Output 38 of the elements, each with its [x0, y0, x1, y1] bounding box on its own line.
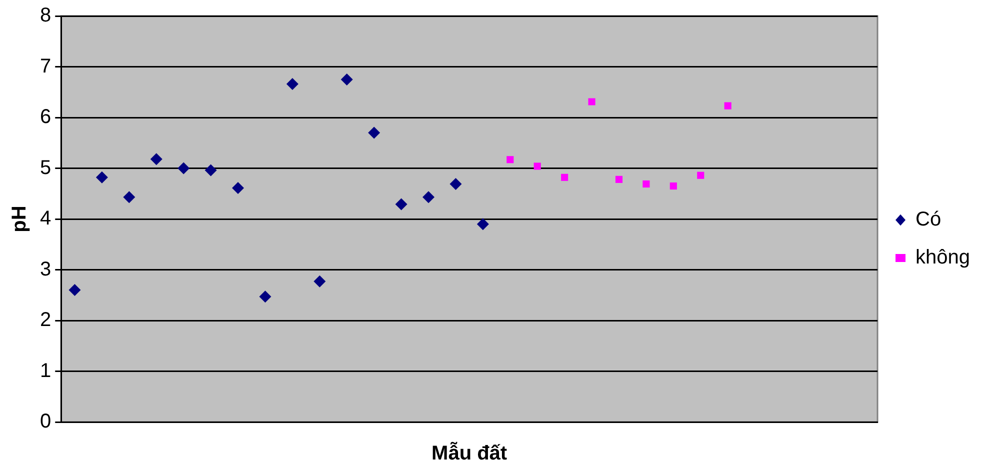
point: [588, 98, 596, 106]
point: [96, 171, 108, 184]
point: [68, 284, 81, 296]
point: [286, 78, 298, 90]
point: [150, 153, 162, 166]
y-tick-label: 3: [40, 258, 52, 280]
point: [450, 178, 462, 190]
point: [642, 180, 650, 188]
point: [340, 73, 353, 86]
y-tick-label: 1: [40, 360, 52, 382]
point: [561, 174, 568, 181]
point: [123, 191, 136, 204]
y-tick-label: 2: [40, 309, 52, 332]
point: [204, 164, 217, 176]
y-tick-label: 0: [40, 410, 52, 433]
point: [724, 102, 732, 110]
point: [232, 182, 244, 194]
point: [534, 162, 541, 170]
point: [178, 162, 190, 174]
legend-label: Có: [916, 208, 942, 231]
y-axis-title: pH: [8, 206, 31, 232]
point: [314, 275, 326, 288]
point: [697, 172, 704, 179]
point: [368, 126, 380, 139]
point: [259, 290, 272, 303]
y-tick-label: 7: [40, 55, 52, 78]
legend-label: không: [916, 246, 970, 269]
y-tick-label: 4: [40, 208, 52, 230]
y-tick-label: 6: [40, 106, 52, 128]
point: [506, 156, 514, 164]
point: [476, 218, 489, 230]
y-tick-label: 5: [40, 156, 52, 179]
y-tick-label: 8: [40, 4, 52, 27]
point: [395, 198, 408, 210]
x-axis-title: Mẫu đất: [432, 442, 508, 465]
point: [615, 176, 623, 183]
point: [670, 182, 677, 190]
point: [422, 191, 434, 204]
